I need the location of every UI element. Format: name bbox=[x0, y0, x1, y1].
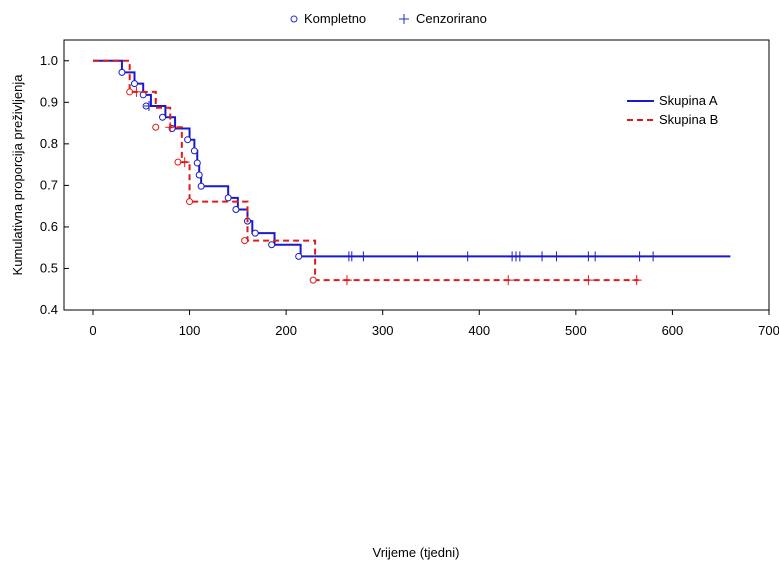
y-tick-label: 0.8 bbox=[40, 136, 58, 151]
series-layer bbox=[92, 59, 731, 286]
series-legend-label-b: Skupina B bbox=[659, 112, 718, 127]
marker-legend-circle bbox=[290, 15, 298, 23]
x-tick-label: 400 bbox=[468, 323, 490, 338]
marker-legend-label-censored: Cenzorirano bbox=[416, 11, 487, 26]
series-legend: Skupina A Skupina B bbox=[627, 93, 718, 127]
y-tick-label: 1.0 bbox=[40, 53, 58, 68]
y-tick-label: 0.4 bbox=[40, 302, 58, 317]
series-b-event-point bbox=[186, 198, 194, 206]
series-a-event-point bbox=[159, 113, 167, 121]
series-a-event-point bbox=[118, 68, 126, 76]
series-a-event-point bbox=[197, 182, 205, 190]
series-a-censored-point bbox=[634, 251, 645, 262]
series-a-censored-point bbox=[346, 251, 357, 262]
series-b bbox=[92, 59, 642, 286]
series-a-censored-point bbox=[514, 251, 525, 262]
marker-legend: Kompletno Cenzorirano bbox=[290, 11, 487, 26]
series-b-censored-point bbox=[165, 122, 176, 133]
y-tick-label: 0.5 bbox=[40, 260, 58, 275]
x-tick-label: 0 bbox=[89, 323, 96, 338]
series-b-event-point bbox=[241, 237, 249, 245]
series-a-censored-point bbox=[590, 251, 601, 262]
series-a-censored-point bbox=[143, 101, 154, 112]
series-legend-label-a: Skupina A bbox=[659, 93, 718, 108]
y-tick-label: 0.7 bbox=[40, 177, 58, 192]
y-tick-label: 0.6 bbox=[40, 219, 58, 234]
series-b-event-point bbox=[309, 276, 317, 284]
series-a-event-point bbox=[268, 241, 276, 249]
series-a-censored-point bbox=[648, 251, 659, 262]
series-a-event-point bbox=[190, 147, 198, 155]
series-b-censored-point bbox=[341, 275, 352, 286]
y-axis-label: Kumulativna proporcija preživljenja bbox=[10, 74, 25, 276]
series-b-censored-point bbox=[131, 86, 142, 97]
series-a-event-point bbox=[195, 171, 203, 179]
series-b-censored-point bbox=[631, 275, 642, 286]
plot-frame bbox=[63, 39, 770, 311]
series-a-event-point bbox=[193, 159, 201, 167]
series-b-censored-point bbox=[179, 157, 190, 168]
series-a-censored-point bbox=[412, 251, 423, 262]
series-b-censored-point bbox=[503, 275, 514, 286]
series-a-event-point bbox=[224, 194, 232, 202]
x-tick-label: 100 bbox=[179, 323, 201, 338]
series-a-censored-point bbox=[462, 251, 473, 262]
x-tick-label: 700 bbox=[758, 323, 779, 338]
y-axis-ticks: 0.4 0.5 0.6 0.7 0.8 0.9 1.0 bbox=[40, 53, 69, 317]
series-a-event-point bbox=[131, 80, 138, 88]
marker-legend-label-complete: Kompletno bbox=[304, 11, 366, 26]
series-a-event-point bbox=[184, 136, 192, 144]
x-tick-label: 600 bbox=[662, 323, 684, 338]
marker-legend-plus bbox=[399, 14, 409, 24]
x-tick-label: 200 bbox=[275, 323, 297, 338]
series-a-event-point bbox=[232, 205, 240, 213]
x-axis-ticks: 0 100 200 300 400 500 600 700 bbox=[89, 310, 779, 338]
series-a-event-point bbox=[295, 252, 303, 260]
series-b-censored-point bbox=[583, 275, 594, 286]
x-tick-label: 300 bbox=[372, 323, 394, 338]
series-b-line bbox=[92, 59, 639, 282]
series-a-censored-point bbox=[551, 251, 562, 262]
series-a-censored-point bbox=[537, 251, 548, 262]
y-tick-label: 0.9 bbox=[40, 94, 58, 109]
x-tick-label: 500 bbox=[565, 323, 587, 338]
x-axis-label: Vrijeme (tjedni) bbox=[373, 545, 460, 560]
series-a bbox=[92, 59, 731, 262]
series-a-censored-point bbox=[358, 251, 369, 262]
series-a-line bbox=[92, 59, 731, 258]
series-b-event-point bbox=[152, 123, 160, 131]
series-a-event-point bbox=[251, 229, 259, 237]
